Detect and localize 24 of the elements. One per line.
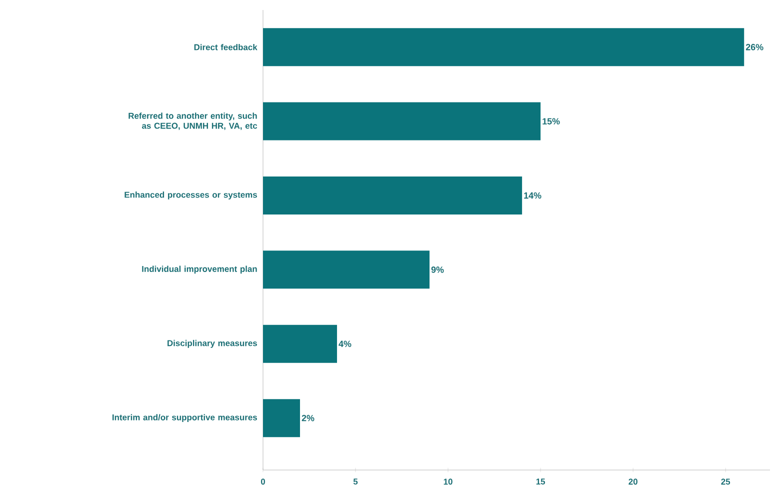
x-tick-label: 10: [444, 478, 452, 485]
bar: [263, 102, 541, 140]
bar: [263, 324, 338, 363]
data-label: 2%: [302, 414, 314, 422]
y-tick-label: Direct feedback: [194, 44, 258, 50]
bar: [263, 28, 744, 66]
y-tick-label: Individual improvement plan: [142, 266, 257, 274]
x-tick-label: 0: [260, 478, 266, 485]
y-tick-label: Interim and/or supportive measures: [112, 414, 257, 422]
bar: [263, 176, 522, 214]
data-label: 14%: [524, 192, 542, 199]
x-tick-label: 5: [353, 478, 358, 485]
y-tick-label: Disciplinary measures: [168, 340, 257, 348]
y-tick-label: Enhanced processes or systems: [124, 192, 257, 200]
data-label: 26%: [746, 44, 764, 50]
bar: [263, 399, 300, 438]
data-label: 4%: [338, 340, 352, 348]
x-tick-label: 15: [536, 478, 546, 485]
bar: [263, 250, 430, 289]
y-tick-label: Referred to another entity, such as CEEO, UNMH HR, VA, etc: [128, 112, 258, 130]
x-tick-label: 25: [721, 478, 730, 485]
x-tick-label: 20: [628, 478, 638, 485]
data-label: 9%: [431, 266, 444, 273]
data-label: 15%: [542, 118, 560, 124]
